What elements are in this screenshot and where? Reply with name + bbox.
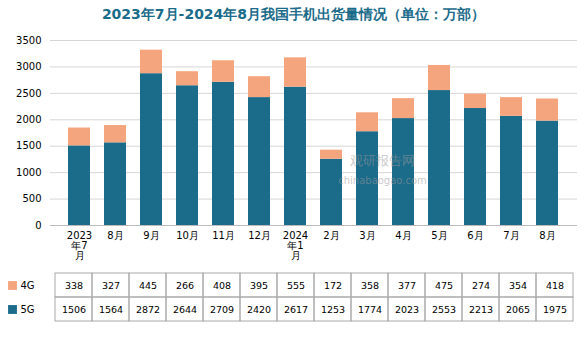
svg-text:1564: 1564 (99, 304, 123, 315)
svg-text:2023年7月: 2023年7月 (67, 230, 92, 261)
svg-text:2709: 2709 (210, 304, 234, 315)
svg-text:0: 0 (35, 220, 41, 231)
svg-text:4月: 4月 (395, 230, 411, 241)
svg-text:3000: 3000 (16, 61, 41, 72)
svg-text:266: 266 (176, 280, 194, 291)
svg-text:2065: 2065 (506, 304, 530, 315)
svg-text:10月: 10月 (176, 230, 199, 241)
svg-text:3月: 3月 (359, 230, 375, 241)
svg-text:8月: 8月 (539, 230, 555, 241)
svg-text:观研报告网: 观研报告网 (350, 153, 415, 168)
svg-text:274: 274 (472, 280, 490, 291)
svg-text:chinabaogao.com: chinabaogao.com (338, 175, 427, 186)
svg-text:500: 500 (22, 193, 41, 204)
svg-text:4G: 4G (21, 280, 35, 291)
svg-text:2500: 2500 (16, 88, 41, 99)
svg-text:5G: 5G (21, 304, 35, 315)
svg-text:2000: 2000 (16, 114, 41, 125)
svg-text:11月: 11月 (212, 230, 235, 241)
svg-text:3500: 3500 (16, 35, 41, 46)
svg-text:395: 395 (250, 280, 268, 291)
svg-text:2月: 2月 (323, 230, 339, 241)
svg-text:358: 358 (361, 280, 379, 291)
svg-text:1500: 1500 (16, 140, 41, 151)
svg-text:1506: 1506 (62, 304, 86, 315)
svg-text:172: 172 (324, 280, 342, 291)
svg-text:2644: 2644 (173, 304, 197, 315)
svg-text:2023: 2023 (395, 304, 419, 315)
svg-text:6月: 6月 (467, 230, 483, 241)
svg-text:2617: 2617 (284, 304, 308, 315)
svg-text:418: 418 (546, 280, 564, 291)
svg-text:2553: 2553 (432, 304, 456, 315)
svg-text:2213: 2213 (469, 304, 493, 315)
svg-text:2024年1月: 2024年1月 (283, 230, 308, 261)
html-text:2023年7月-2024年8月我国手机出货量情况（单位：万部: 2023年7月-2024年8月我国手机出货量情况（单位：万部） (101, 6, 486, 22)
svg-text:555: 555 (287, 280, 305, 291)
svg-text:354: 354 (509, 280, 527, 291)
svg-text:5月: 5月 (431, 230, 447, 241)
svg-text:8月: 8月 (107, 230, 123, 241)
svg-text:1774: 1774 (358, 304, 382, 315)
svg-text:408: 408 (213, 280, 231, 291)
svg-text:377: 377 (398, 280, 416, 291)
svg-text:12月: 12月 (248, 230, 271, 241)
svg-text:2872: 2872 (136, 304, 160, 315)
svg-text:475: 475 (435, 280, 453, 291)
svg-text:1000: 1000 (16, 167, 41, 178)
svg-text:445: 445 (139, 280, 157, 291)
svg-text:327: 327 (102, 280, 120, 291)
svg-text:338: 338 (65, 280, 83, 291)
svg-text:9月: 9月 (143, 230, 159, 241)
svg-text:2420: 2420 (247, 304, 271, 315)
svg-text:1253: 1253 (321, 304, 345, 315)
svg-text:1975: 1975 (543, 304, 567, 315)
svg-text:7月: 7月 (503, 230, 519, 241)
